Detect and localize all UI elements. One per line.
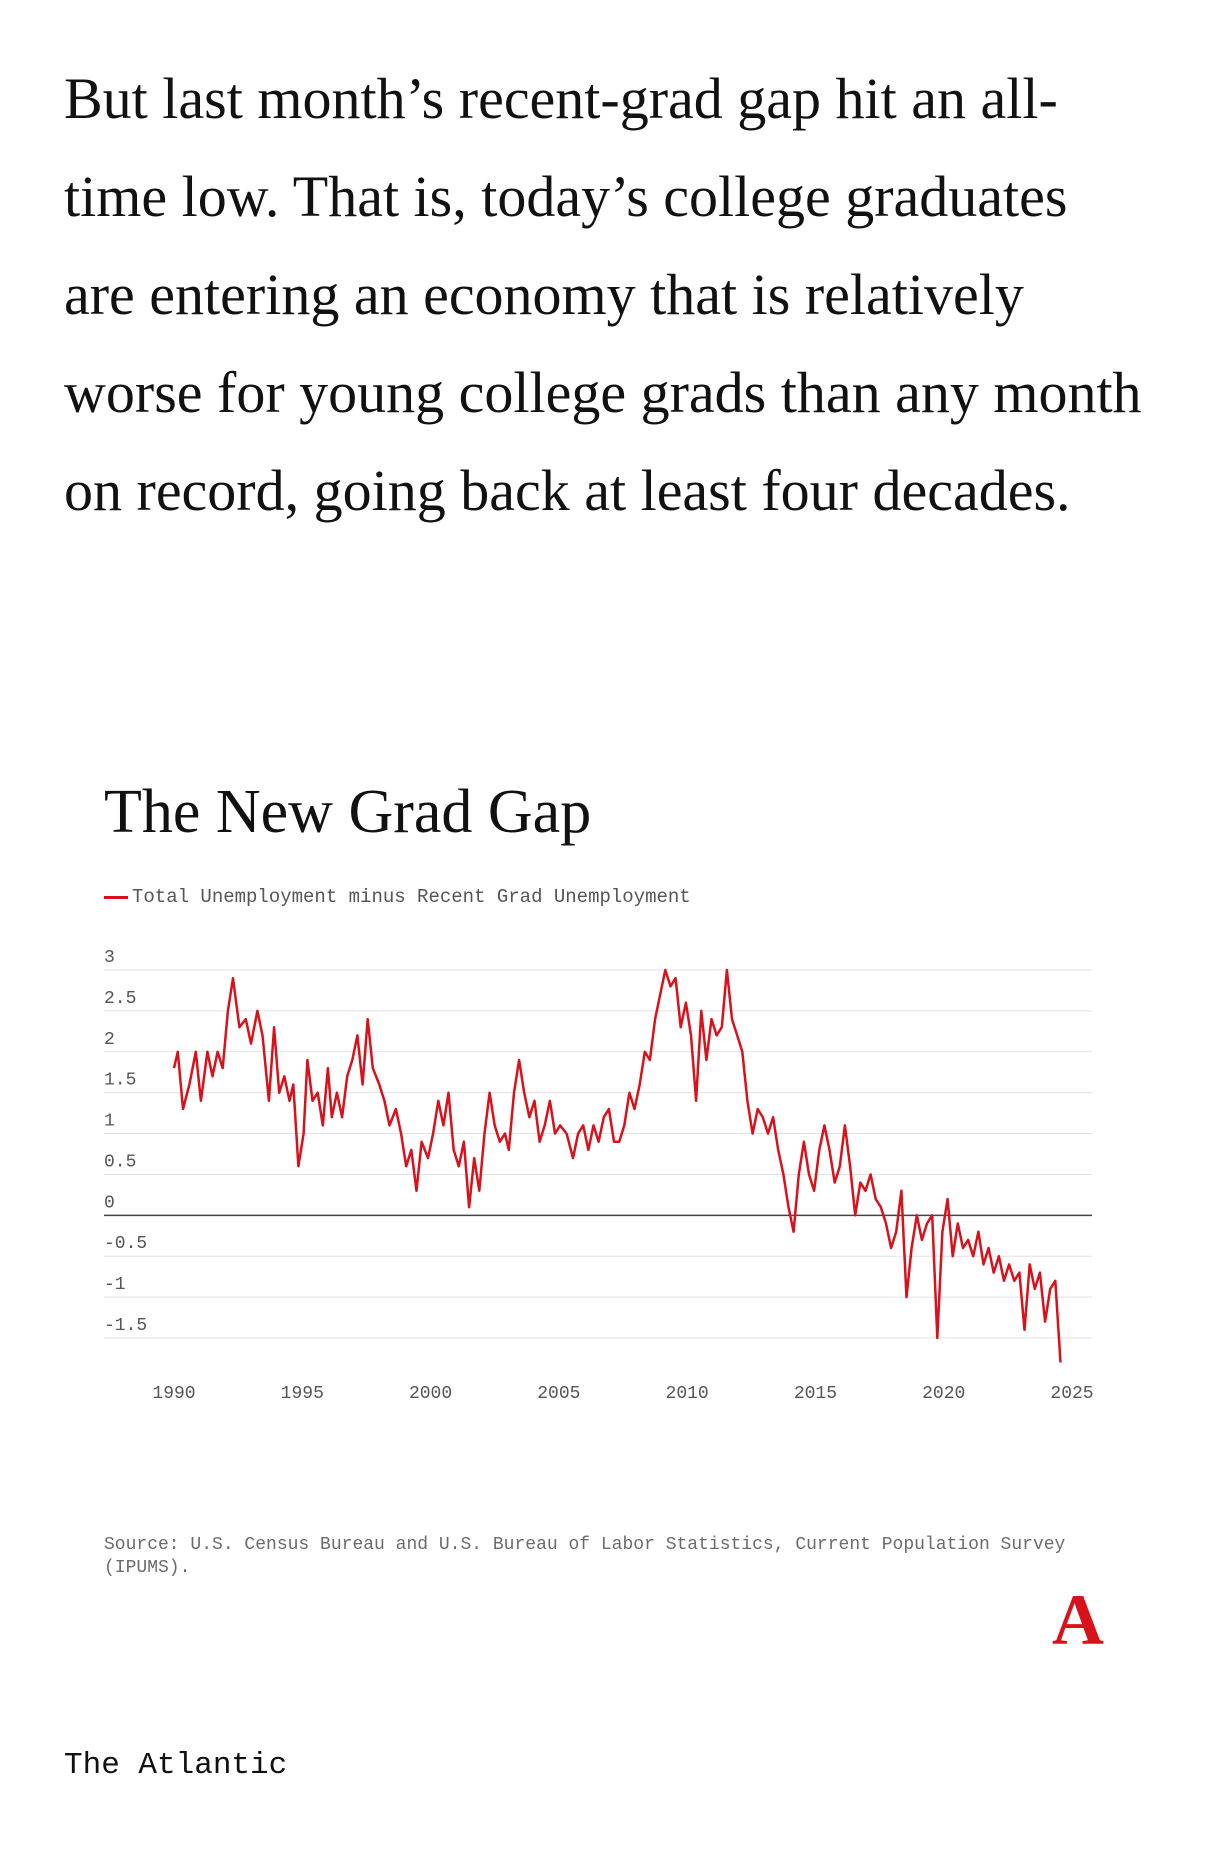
x-tick-label: 2010 [666, 1384, 709, 1404]
y-tick-label: -1.5 [104, 1316, 147, 1336]
x-tick-label: 1995 [281, 1384, 324, 1404]
y-tick-label: 2 [104, 1030, 115, 1050]
chart-series [172, 968, 1062, 1363]
y-tick-label: 1 [104, 1112, 115, 1132]
y-tick-label: -1 [104, 1275, 126, 1295]
y-tick-label: 2.5 [104, 989, 136, 1009]
line-chart: 3 2.5 2 1.5 1 0.5 0 -0.5 -1 -1.5 1990 1995 2000 2005… [104, 948, 1094, 1404]
x-tick-label: 1990 [152, 1384, 195, 1404]
legend-label: Total Unemployment minus Recent Grad Une… [132, 886, 691, 908]
series-line-grad-gap [172, 968, 1062, 1363]
chart-grid [104, 969, 1092, 1339]
x-tick-label: 2015 [794, 1384, 837, 1404]
y-tick-label: -0.5 [104, 1234, 147, 1254]
x-tick-label: 2025 [1050, 1384, 1093, 1404]
x-tick-label: 2005 [537, 1384, 580, 1404]
y-axis-labels: 3 2.5 2 1.5 1 0.5 0 -0.5 -1 -1.5 [104, 948, 147, 1336]
article-paragraph: But last month’s recent-grad gap hit an … [64, 66, 1142, 523]
publication-name: The Atlantic [64, 1748, 288, 1783]
legend-swatch [104, 895, 128, 899]
chart-source-note: Source: U.S. Census Bureau and U.S. Bure… [104, 1535, 1066, 1578]
chart-legend: Total Unemployment minus Recent Grad Une… [104, 886, 691, 908]
chart-title: The New Grad Gap [104, 778, 592, 846]
atlantic-logo: A [1052, 1580, 1104, 1660]
x-axis-labels: 1990 1995 2000 2005 2010 2015 2020 2025 [152, 1384, 1093, 1404]
y-tick-label: 3 [104, 948, 115, 968]
x-tick-label: 2020 [922, 1384, 965, 1404]
y-tick-label: 0 [104, 1193, 115, 1213]
x-tick-label: 2000 [409, 1384, 452, 1404]
y-tick-label: 0.5 [104, 1152, 136, 1172]
y-tick-label: 1.5 [104, 1071, 136, 1091]
